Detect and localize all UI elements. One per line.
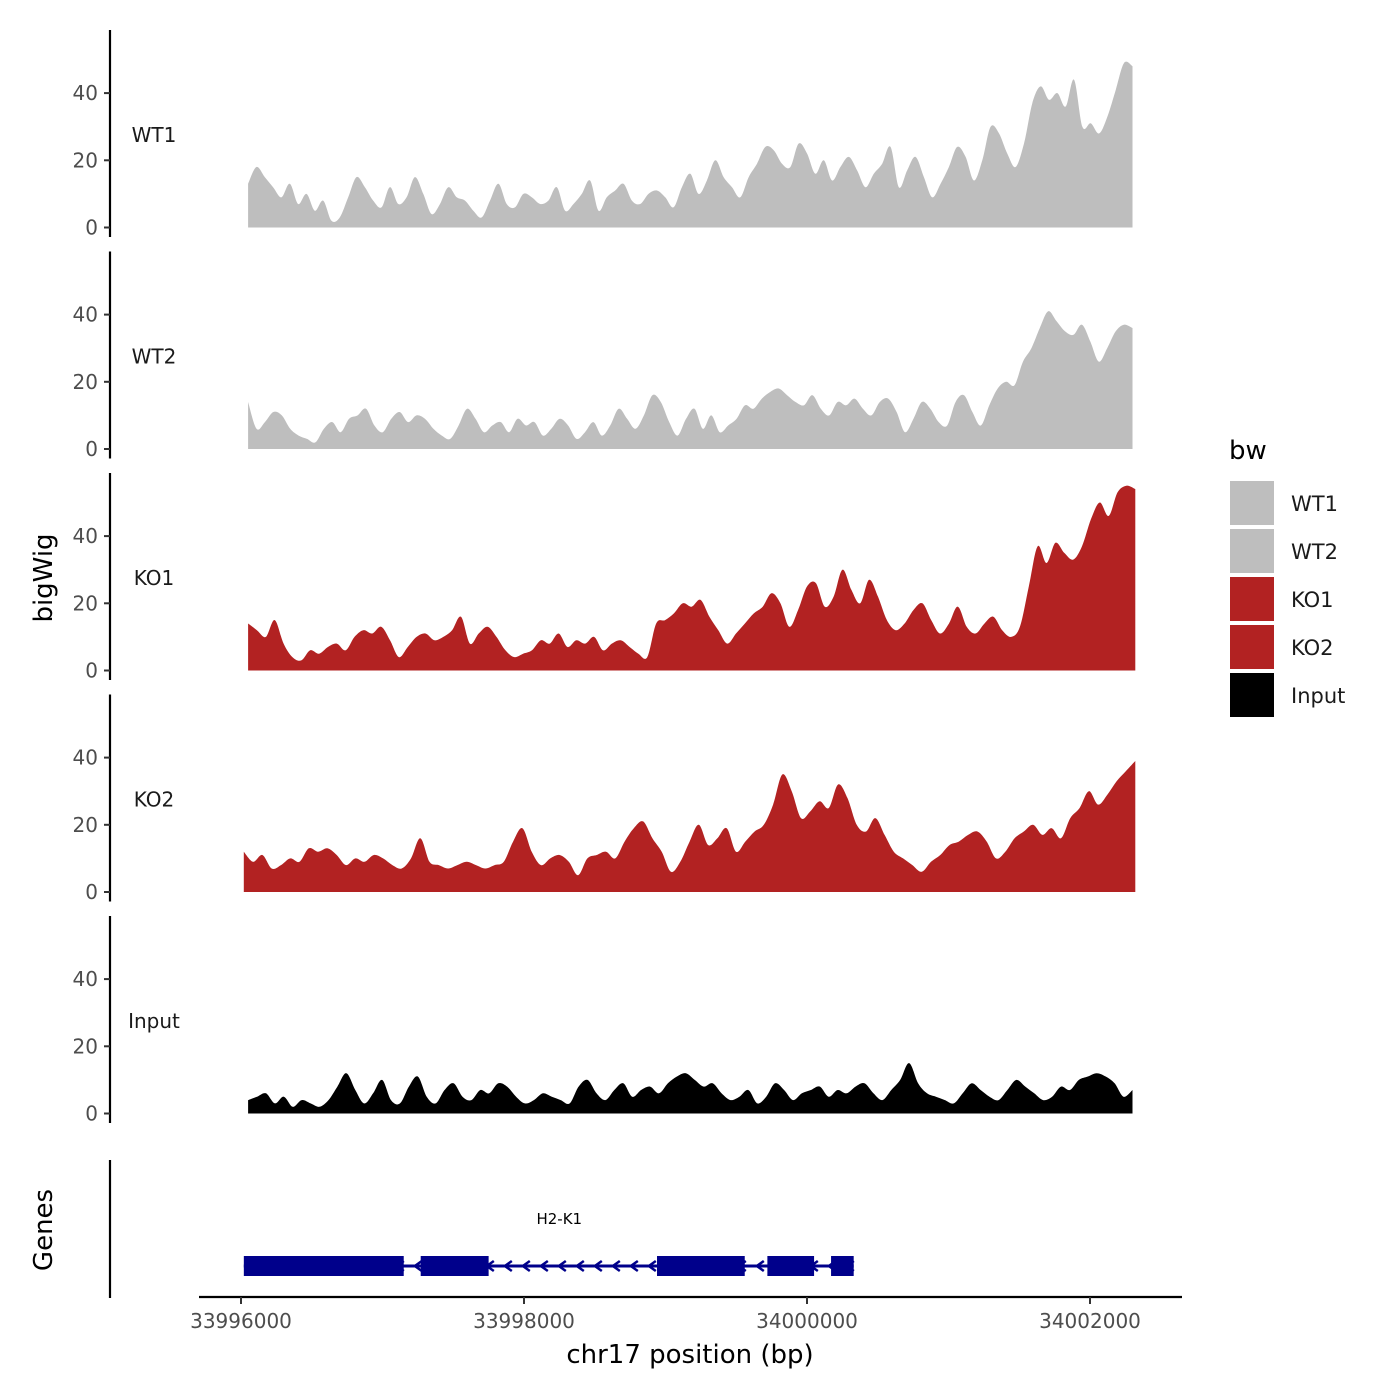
track-input: 0 20 40 Input [73,916,1133,1126]
strand-arrow [646,1259,657,1273]
track-wt1: 0 20 40 WT1 [73,30,1133,240]
strand-arrow [502,1259,513,1273]
legend-title: bw [1229,436,1267,466]
legend: bw WT1 WT2 KO1 KO2 Input [1229,436,1345,717]
track-label: WT2 [132,345,177,369]
strand-arrow [538,1259,549,1273]
signal-area-input [248,1063,1133,1114]
legend-swatch [1230,577,1274,621]
legend-label: Input [1291,684,1345,708]
legend-swatch [1230,529,1274,573]
legend-item-ko1: KO1 [1230,577,1334,621]
y-tick-label: 20 [73,148,98,172]
legend-swatch [1230,625,1274,669]
gene-h2-k1: H2-K1 [243,1210,855,1276]
y-tick-label: 20 [73,370,98,394]
legend-label: KO2 [1291,636,1334,660]
x-tick-label: 33996000 [190,1309,292,1333]
y-tick-label: 40 [73,303,98,327]
y-tick-label: 0 [85,216,98,240]
strand-arrow [628,1259,639,1273]
x-tick-label: 34002000 [1039,1309,1141,1333]
signal-area-wt1 [248,61,1133,228]
signal-area-ko2 [243,761,1136,892]
legend-swatch [1230,481,1274,525]
y-tick-label: 40 [73,746,98,770]
y-tick-label: 0 [85,880,98,904]
y-tick-label: 40 [73,524,98,548]
y-tick-label: 0 [85,1102,98,1126]
strand-arrow [556,1259,567,1273]
legend-item-ko2: KO2 [1230,625,1334,669]
gene-exon [420,1256,489,1276]
strand-arrow [754,1259,765,1273]
track-label: WT1 [132,123,177,147]
strand-arrow [574,1259,585,1273]
legend-item-wt2: WT2 [1230,529,1338,573]
genes-track: H2-K1 [108,1160,855,1298]
gene-exon [767,1256,815,1276]
strand-arrow [610,1259,621,1273]
strand-arrow [592,1259,603,1273]
signal-area-wt2 [248,311,1133,449]
strand-arrow [412,1259,423,1273]
y-tick-label: 40 [73,81,98,105]
gene-exon [657,1256,745,1276]
legend-label: WT2 [1291,540,1338,564]
y-tick-label: 20 [73,591,98,615]
strand-arrow [520,1259,531,1273]
signal-area-ko1 [248,485,1136,671]
x-tick-label: 34000000 [756,1309,858,1333]
x-axis: 33996000 33998000 34000000 34002000 [190,1295,1182,1333]
legend-label: KO1 [1291,588,1334,612]
gene-exon [831,1256,854,1276]
track-ko1: 0 20 40 KO1 [73,473,1136,683]
track-wt2: 0 20 40 WT2 [73,251,1133,461]
gene-exon [243,1256,404,1276]
gene-label: H2-K1 [536,1210,582,1228]
y-tick-label: 20 [73,1034,98,1058]
y-tick-label: 0 [85,659,98,683]
legend-item-input: Input [1230,673,1345,717]
track-label: KO1 [134,566,175,590]
track-ko2: 0 20 40 KO2 [73,694,1136,904]
legend-swatch [1230,673,1274,717]
tracks-area: 0 20 40 WT1 0 20 40 WT2 0 20 40 KO1 0 20 40 KO2 0 20 40 Inp… [73,30,1136,1126]
y-tick-label: 40 [73,967,98,991]
y-tick-label: 0 [85,437,98,461]
y-tick-label: 20 [73,813,98,837]
x-tick-label: 33998000 [473,1309,575,1333]
x-axis-title: chr17 position (bp) [566,1340,813,1370]
y-axis-title: bigWig [29,533,59,622]
legend-item-wt1: WT1 [1230,481,1338,525]
genes-axis-title: Genes [29,1189,59,1271]
track-label: KO2 [134,788,175,812]
legend-label: WT1 [1291,492,1338,516]
track-label: Input [128,1009,180,1033]
